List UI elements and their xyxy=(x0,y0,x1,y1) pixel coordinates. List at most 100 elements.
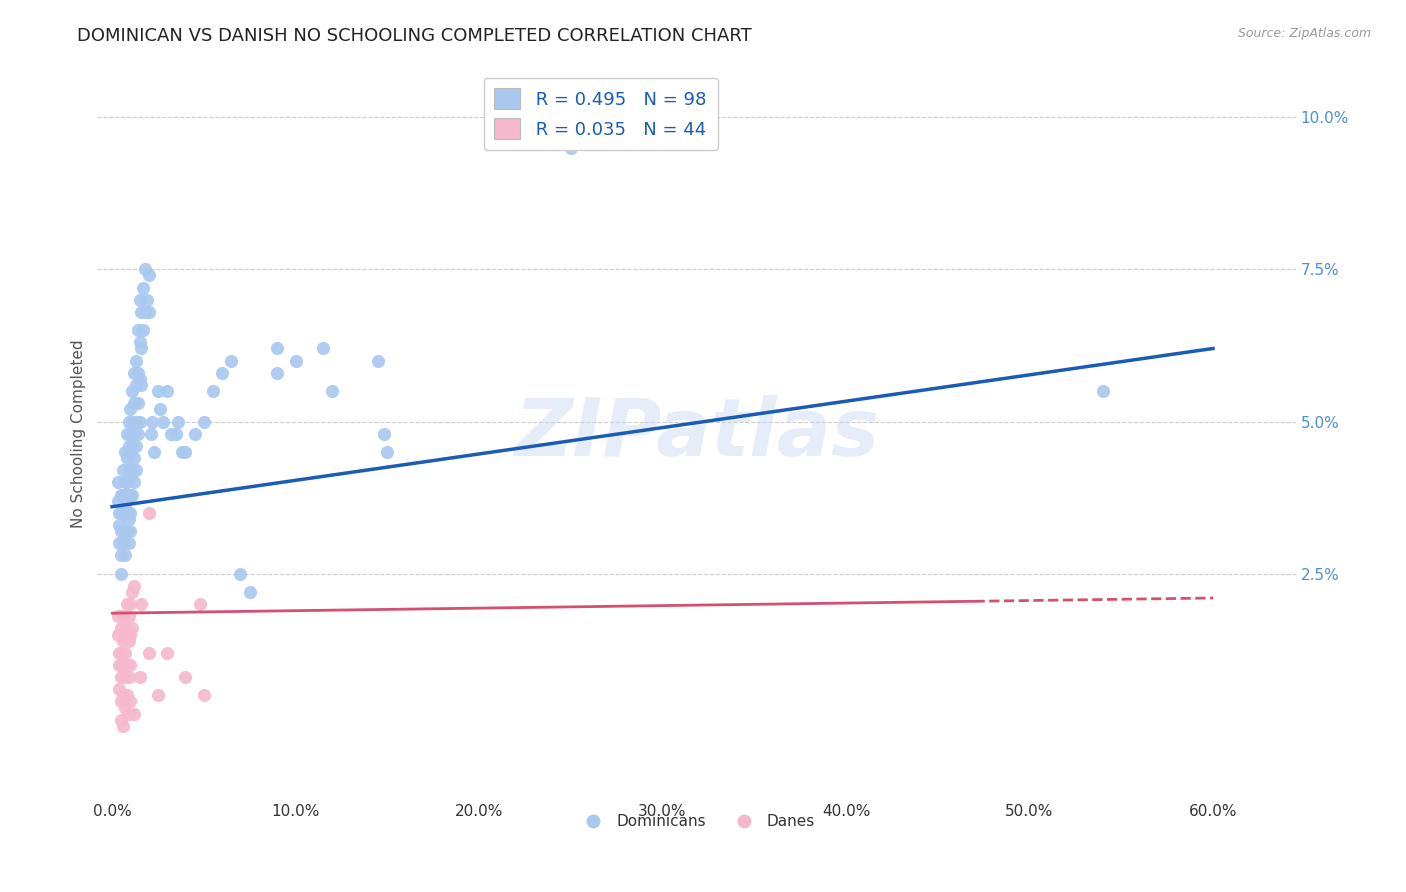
Point xyxy=(121,622,143,636)
Point xyxy=(117,439,139,453)
Point xyxy=(120,657,142,672)
Point xyxy=(114,700,136,714)
Point xyxy=(321,384,343,398)
Point xyxy=(108,682,131,697)
Point xyxy=(560,141,582,155)
Point xyxy=(284,353,307,368)
Point xyxy=(114,646,136,660)
Point xyxy=(110,549,132,563)
Point xyxy=(110,713,132,727)
Point xyxy=(112,657,135,672)
Y-axis label: No Schooling Completed: No Schooling Completed xyxy=(72,339,86,528)
Point xyxy=(239,585,262,599)
Point xyxy=(115,450,138,465)
Point xyxy=(373,426,395,441)
Point xyxy=(115,597,138,611)
Point xyxy=(174,445,197,459)
Point xyxy=(112,536,135,550)
Point xyxy=(152,415,174,429)
Text: ZIPatlas: ZIPatlas xyxy=(515,394,879,473)
Point xyxy=(115,524,138,538)
Point xyxy=(165,426,187,441)
Point xyxy=(131,305,153,319)
Point xyxy=(367,353,389,368)
Point xyxy=(131,342,153,356)
Point xyxy=(131,378,153,392)
Point xyxy=(193,415,215,429)
Point xyxy=(138,506,160,520)
Legend: Dominicans, Danes: Dominicans, Danes xyxy=(572,808,821,835)
Point xyxy=(122,366,145,380)
Point xyxy=(107,609,129,624)
Point xyxy=(115,657,138,672)
Point xyxy=(193,689,215,703)
Point xyxy=(108,657,131,672)
Point xyxy=(131,597,153,611)
Point xyxy=(117,463,139,477)
Point xyxy=(128,335,150,350)
Point xyxy=(112,463,135,477)
Point xyxy=(139,426,162,441)
Point xyxy=(174,670,197,684)
Point xyxy=(120,524,142,538)
Point xyxy=(110,646,132,660)
Point xyxy=(128,372,150,386)
Point xyxy=(135,293,157,307)
Point xyxy=(115,627,138,641)
Text: DOMINICAN VS DANISH NO SCHOOLING COMPLETED CORRELATION CHART: DOMINICAN VS DANISH NO SCHOOLING COMPLET… xyxy=(77,27,752,45)
Point xyxy=(117,670,139,684)
Point xyxy=(221,353,243,368)
Point xyxy=(120,426,142,441)
Point xyxy=(121,463,143,477)
Point xyxy=(127,366,149,380)
Point xyxy=(125,378,148,392)
Point xyxy=(125,353,148,368)
Point xyxy=(112,487,135,501)
Point xyxy=(121,487,143,501)
Point xyxy=(120,506,142,520)
Point xyxy=(110,694,132,708)
Point xyxy=(114,622,136,636)
Point xyxy=(114,549,136,563)
Point xyxy=(266,342,288,356)
Point xyxy=(112,719,135,733)
Point xyxy=(110,670,132,684)
Point xyxy=(114,500,136,514)
Point xyxy=(120,402,142,417)
Point xyxy=(121,415,143,429)
Point xyxy=(1091,384,1114,398)
Point xyxy=(201,384,224,398)
Point xyxy=(375,445,398,459)
Point xyxy=(183,426,205,441)
Point xyxy=(159,426,181,441)
Point xyxy=(146,689,169,703)
Point xyxy=(115,426,138,441)
Point xyxy=(115,506,138,520)
Point xyxy=(138,646,160,660)
Point xyxy=(127,426,149,441)
Point xyxy=(128,415,150,429)
Point xyxy=(112,633,135,648)
Point xyxy=(141,415,163,429)
Point xyxy=(110,622,132,636)
Point xyxy=(107,493,129,508)
Point xyxy=(117,415,139,429)
Point xyxy=(120,445,142,459)
Point xyxy=(122,475,145,490)
Point xyxy=(107,627,129,641)
Point xyxy=(122,396,145,410)
Point xyxy=(117,512,139,526)
Point xyxy=(121,384,143,398)
Point xyxy=(138,268,160,283)
Point xyxy=(156,646,179,660)
Point xyxy=(121,585,143,599)
Point xyxy=(143,445,166,459)
Point xyxy=(127,396,149,410)
Point xyxy=(149,402,172,417)
Text: Source: ZipAtlas.com: Source: ZipAtlas.com xyxy=(1237,27,1371,40)
Point xyxy=(128,670,150,684)
Point xyxy=(120,469,142,483)
Point xyxy=(114,670,136,684)
Point xyxy=(120,627,142,641)
Point xyxy=(125,415,148,429)
